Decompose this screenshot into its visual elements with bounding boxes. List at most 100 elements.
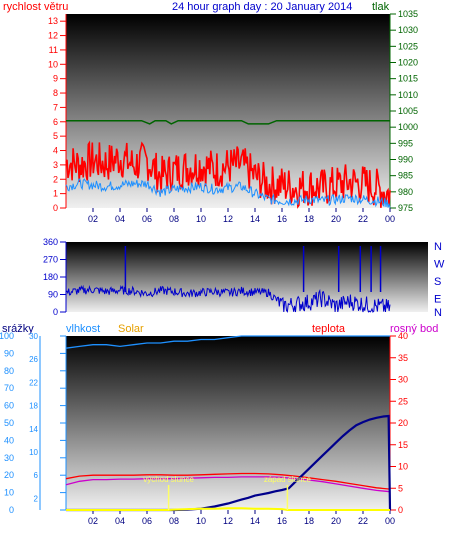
right-tick-label: 990 [398,155,413,165]
temperature-tick-label: 40 [398,331,408,341]
temperature-tick-label: 35 [398,353,408,363]
rain-tick-label: 30 [29,332,38,341]
humidity-tick-label: 100 [0,331,14,341]
x-tick-label: 12 [223,516,233,526]
x-tick-label: 16 [277,214,287,224]
x-tick-label: 20 [331,214,341,224]
compass-label: N [434,307,442,319]
x-tick-label: 04 [115,214,125,224]
rain-tick-label: 2 [34,494,39,503]
humidity-tick-label: 50 [4,418,14,428]
temperature-label: teplota [312,323,346,335]
x-tick-label: 22 [358,516,368,526]
x-tick-label: 02 [88,516,98,526]
left-tick-label: 1 [53,189,58,199]
direction-tick-label: 270 [43,255,58,265]
rain-tick-label: 10 [29,448,38,457]
left-tick-label: 7 [53,102,58,112]
humidity-tick-label: 10 [4,488,14,498]
left-tick-label: 9 [53,74,58,84]
compass-label: S [434,276,441,288]
x-tick-label: 22 [358,214,368,224]
right-tick-label: 1025 [398,41,418,51]
panel2-plot-area [66,242,428,312]
x-tick-label: 02 [88,214,98,224]
temperature-tick-label: 5 [398,483,403,493]
x-tick-label: 10 [196,214,206,224]
sun-event-label: východ slunce [143,475,194,484]
wind-direction-line [65,284,391,313]
temperature-tick-label: 25 [398,396,408,406]
right-tick-label: 1035 [398,9,418,19]
compass-label: E [434,294,441,306]
x-tick-label: 06 [142,516,152,526]
right-tick-label: 985 [398,171,413,181]
right-tick-label: 980 [398,187,413,197]
dewpoint-line [65,476,391,493]
x-tick-label: 04 [115,516,125,526]
direction-tick-label: 0 [53,307,58,317]
left-tick-label: 6 [53,117,58,127]
panel3-plot-area [66,336,390,510]
humidity-tick-label: 0 [9,505,14,515]
humidity-tick-label: 80 [4,366,14,376]
humidity-tick-label: 60 [4,401,14,411]
left-tick-label: 13 [48,16,58,26]
left-tick-label: 0 [53,203,58,213]
x-tick-label: 14 [250,214,260,224]
panel1-plot-area [66,14,390,208]
temperature-tick-label: 20 [398,418,408,428]
rain-tick-label: 22 [29,378,38,387]
rain-tick-label: 6 [34,471,39,480]
right-tick-label: 1030 [398,25,418,35]
humidity-tick-label: 40 [4,435,14,445]
left-tick-label: 4 [53,146,58,156]
x-tick-label: 18 [304,516,314,526]
humidity-label: vlhkost [66,323,100,335]
right-tick-label: 1010 [398,90,418,100]
humidity-line [65,335,390,349]
left-tick-label: 2 [53,174,58,184]
compass-label: N [434,241,442,253]
x-tick-label: 18 [304,214,314,224]
sun-event-label: západ slunce [264,475,312,484]
left-tick-label: 8 [53,88,58,98]
temperature-tick-label: 0 [398,505,403,515]
pressure-line [66,119,390,125]
rain-tick-label: 14 [29,425,38,434]
solar-label: Solar [118,323,144,335]
pressure-label: tlak [372,1,390,13]
x-tick-label: 08 [169,214,179,224]
rain-tick-label: 26 [29,355,38,364]
right-tick-label: 1020 [398,58,418,68]
right-tick-label: 995 [398,138,413,148]
chart-title: 24 hour graph day : 20 January 2014 [172,1,352,13]
right-tick-label: 1015 [398,74,418,84]
rain-tick-label: 18 [29,402,38,411]
temperature-line [65,472,391,490]
wind-speed-label: rychlost větru [3,1,68,13]
right-tick-label: 1000 [398,122,418,132]
x-tick-label: 00 [385,516,395,526]
humidity-tick-label: 20 [4,470,14,480]
left-tick-label: 5 [53,131,58,141]
wind-avg-line [65,178,391,208]
x-tick-label: 20 [331,516,341,526]
temperature-tick-label: 15 [398,440,408,450]
left-tick-label: 3 [53,160,58,170]
humidity-tick-label: 30 [4,453,14,463]
left-tick-label: 10 [48,59,58,69]
dewpoint-label: rosný bod [390,323,438,335]
right-tick-label: 975 [398,203,413,213]
x-tick-label: 06 [142,214,152,224]
direction-tick-label: 90 [48,290,58,300]
left-tick-label: 12 [48,31,58,41]
temperature-tick-label: 30 [398,375,408,385]
x-tick-label: 14 [250,516,260,526]
humidity-tick-label: 70 [4,383,14,393]
x-tick-label: 00 [385,214,395,224]
left-tick-label: 11 [49,45,58,55]
x-tick-label: 08 [169,516,179,526]
right-tick-label: 1005 [398,106,418,116]
